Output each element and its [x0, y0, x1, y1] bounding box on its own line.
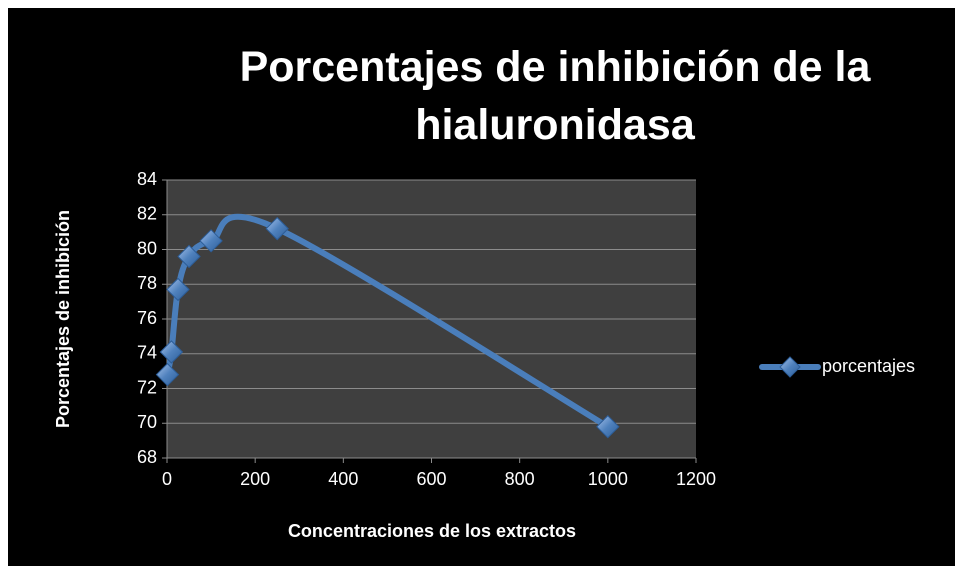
chart-title: Porcentajes de inhibición de la hialuron…	[239, 43, 871, 149]
data-point	[177, 244, 201, 269]
x-tick-label: 200	[240, 469, 270, 489]
y-tick-label: 76	[137, 308, 157, 328]
y-tick-label: 80	[137, 238, 157, 258]
x-tick-label: 0	[162, 469, 172, 489]
legend-label: porcentajes	[822, 356, 915, 376]
y-tick-label: 74	[137, 343, 157, 363]
y-tick-label: 84	[137, 169, 157, 189]
x-tick-label: 1200	[676, 469, 716, 489]
data-point	[265, 216, 289, 241]
y-tick-label: 78	[137, 273, 157, 293]
data-point	[166, 277, 190, 302]
y-tick-label: 68	[137, 447, 157, 467]
y-axis-title: Porcentajes de inhibición	[53, 210, 73, 428]
x-tick-label: 600	[416, 469, 446, 489]
data-point	[596, 415, 620, 439]
y-tick-label: 82	[137, 204, 157, 224]
data-point	[199, 229, 223, 253]
x-tick-label: 400	[328, 469, 358, 489]
legend-marker	[779, 356, 801, 378]
x-axis-title: Concentraciones de los extractos	[288, 521, 576, 541]
data-point	[155, 362, 180, 387]
x-tick-label: 800	[505, 469, 535, 489]
y-tick-label: 72	[137, 377, 157, 397]
y-tick-label: 70	[137, 412, 157, 432]
data-point	[159, 340, 184, 364]
x-tick-label: 1000	[588, 469, 628, 489]
